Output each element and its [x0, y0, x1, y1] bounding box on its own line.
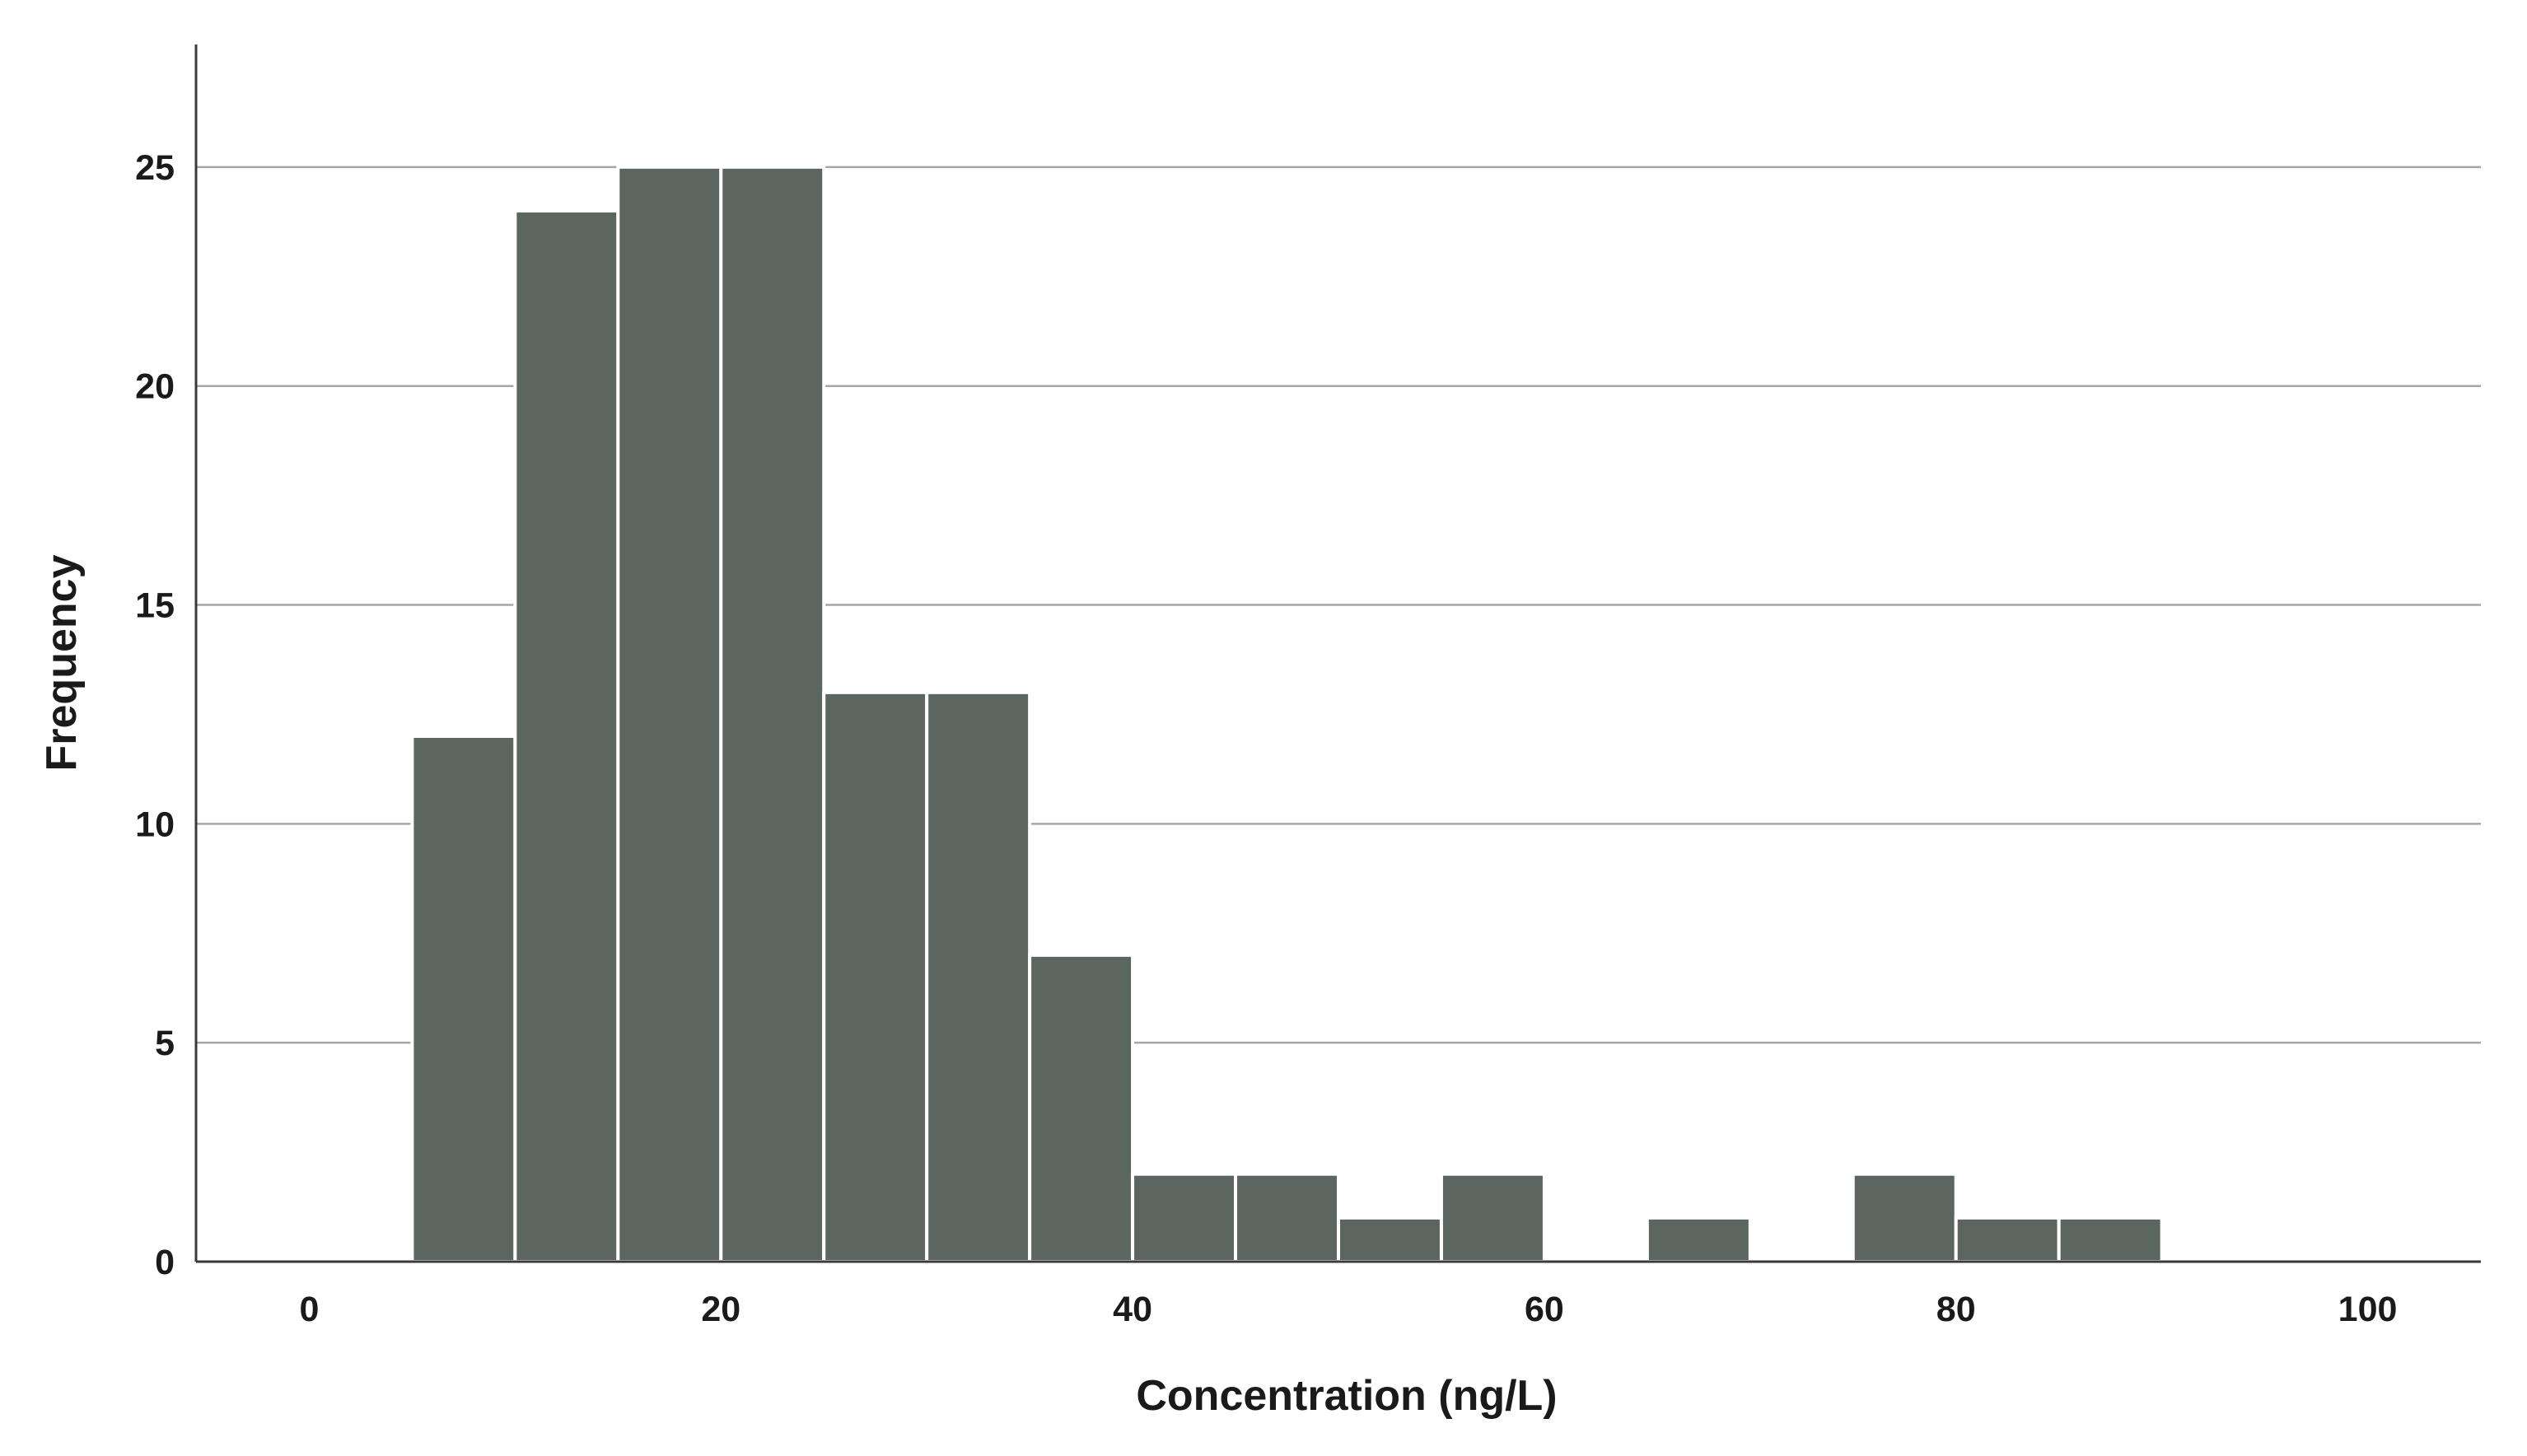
histogram-bar-65-70 — [1645, 1216, 1752, 1263]
y-tick-label-10: 10 — [135, 805, 175, 844]
histogram-bars — [410, 165, 2164, 1264]
histogram-bar-10-15 — [513, 209, 620, 1263]
histogram-bar-45-50 — [1234, 1172, 1340, 1263]
y-axis-title: Frequency — [38, 554, 86, 771]
y-tick-label-20: 20 — [135, 367, 175, 407]
histogram-bar-30-35 — [925, 690, 1032, 1263]
axes — [194, 44, 2481, 1263]
x-tick-label-0: 0 — [299, 1290, 319, 1329]
y-tick-label-25: 25 — [135, 148, 175, 188]
x-tick-labels: 0 20 40 60 80 100 — [299, 1290, 2397, 1329]
histogram-bar-5-10 — [410, 735, 517, 1263]
histogram-bar-85-90 — [2057, 1216, 2164, 1263]
histogram-bar-50-55 — [1337, 1216, 1443, 1263]
x-tick-label-40: 40 — [1113, 1290, 1152, 1329]
histogram-bar-15-20 — [616, 165, 723, 1264]
x-tick-label-60: 60 — [1525, 1290, 1564, 1329]
histogram-bar-25-30 — [822, 690, 929, 1263]
x-tick-label-80: 80 — [1936, 1290, 1976, 1329]
y-tick-label-5: 5 — [155, 1024, 175, 1063]
histogram-bar-20-25 — [719, 165, 826, 1264]
x-tick-label-20: 20 — [701, 1290, 740, 1329]
x-axis-title: Concentration (ng/L) — [1136, 1372, 1557, 1420]
histogram-bar-35-40 — [1028, 953, 1135, 1263]
y-tick-labels: 0 5 10 15 20 25 — [135, 148, 175, 1282]
histogram-bar-80-85 — [1954, 1216, 2061, 1263]
histogram-bar-55-60 — [1439, 1172, 1546, 1263]
x-tick-label-100: 100 — [2338, 1290, 2398, 1329]
histogram-bar-75-80 — [1851, 1172, 1958, 1263]
y-tick-label-0: 0 — [155, 1243, 175, 1282]
histogram-bar-40-45 — [1131, 1172, 1238, 1263]
y-tick-label-15: 15 — [135, 586, 175, 626]
